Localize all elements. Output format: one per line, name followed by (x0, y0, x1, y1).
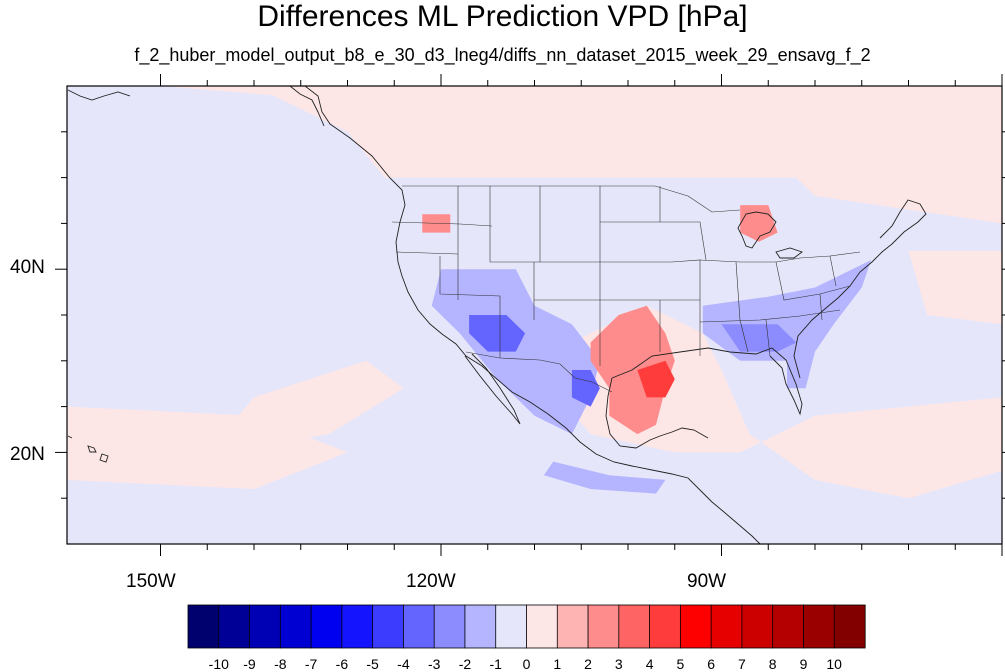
colorbar-label: 6 (707, 656, 715, 672)
lat-label-40n: 40N (10, 257, 45, 278)
contour-region-negative-10 (721, 324, 797, 352)
colorbar-label: -8 (274, 656, 287, 672)
contour-regions (67, 86, 1002, 499)
lat-label-20n: 20N (10, 444, 45, 465)
coastlines (67, 86, 927, 544)
colorbar-label: -2 (458, 656, 472, 672)
colorbar-label: -3 (427, 656, 441, 672)
colorbar-swatch (649, 604, 681, 649)
contour-region-positive-0 (67, 86, 1002, 224)
colorbar-label: -1 (489, 656, 502, 672)
colorbar (187, 604, 866, 649)
colorbar-swatch (587, 604, 620, 649)
colorbar-swatch (556, 604, 589, 649)
colorbar-label: 2 (584, 656, 592, 672)
colorbar-swatch (279, 604, 312, 649)
plot-title: Differences ML Prediction VPD [hPa] (257, 0, 748, 33)
colorbar-label: 4 (645, 656, 654, 672)
great-lakes (737, 211, 803, 259)
lon-label-90w: 90W (687, 571, 727, 592)
state-lines-east (699, 251, 861, 357)
state-borders (391, 185, 861, 393)
colorbar-swatch (341, 604, 374, 649)
atlantic-coast (793, 199, 927, 379)
colorbar-swatch (741, 604, 774, 649)
colorbar-label: 8 (768, 656, 777, 672)
colorbar-swatch (772, 604, 805, 649)
colorbar-label: -6 (335, 656, 349, 672)
colorbar-swatch (403, 604, 435, 649)
colorbar-label: 1 (553, 656, 562, 672)
colorbar-swatch (833, 604, 866, 649)
colorbar-label: -5 (366, 656, 379, 672)
lon-label-150w: 150W (126, 571, 176, 592)
colorbar-label: 7 (737, 656, 746, 672)
colorbar-swatch (710, 604, 743, 649)
colorbar-swatch (187, 604, 220, 649)
gulf-of-mexico-coast (605, 347, 803, 449)
state-lines-central (599, 186, 707, 356)
colorbar-swatch (464, 604, 497, 649)
colorbar-swatch (218, 604, 251, 649)
colorbar-label: -10 (208, 656, 229, 672)
contour-region-positive-4 (908, 250, 1002, 325)
colorbar-swatch (310, 604, 343, 649)
lon-label-120w: 120W (406, 571, 456, 592)
colorbar-swatch (249, 604, 281, 649)
plot-subtitle: f_2_huber_model_output_b8_e_30_d3_lneg4/… (134, 45, 871, 65)
colorbar-label: -4 (397, 656, 410, 672)
colorbar-label: 0 (522, 656, 531, 672)
colorbar-label: 3 (614, 656, 623, 672)
colorbar-label: 5 (676, 656, 685, 672)
baja-california-coast (464, 353, 521, 425)
contour-region-negative-5 (431, 269, 600, 435)
colorbar-label: -9 (243, 656, 256, 672)
colorbar-label: -7 (304, 656, 318, 672)
colorbar-label: 10 (826, 656, 842, 672)
colorbar-label: 9 (799, 656, 808, 672)
colorbar-swatch (803, 604, 835, 649)
contour-region-negative-8 (469, 315, 526, 352)
canada-us-border (402, 185, 741, 213)
colorbar-swatch (495, 604, 528, 649)
axis-ticks (55, 74, 1005, 556)
colorbar-swatch (679, 604, 712, 649)
contour-region-positive-12 (637, 360, 675, 398)
contour-region-negative-7 (543, 461, 666, 494)
contour-region-negative-6 (702, 260, 872, 389)
north-america-coastline (304, 86, 761, 544)
alaska-coast (67, 86, 325, 127)
contour-region-positive-2 (67, 406, 348, 489)
colorbar-swatch (372, 604, 405, 649)
colorbar-swatch (526, 604, 558, 649)
hawaii-islands (67, 435, 109, 463)
colorbar-swatch (433, 604, 466, 649)
colorbar-swatch (618, 604, 651, 649)
